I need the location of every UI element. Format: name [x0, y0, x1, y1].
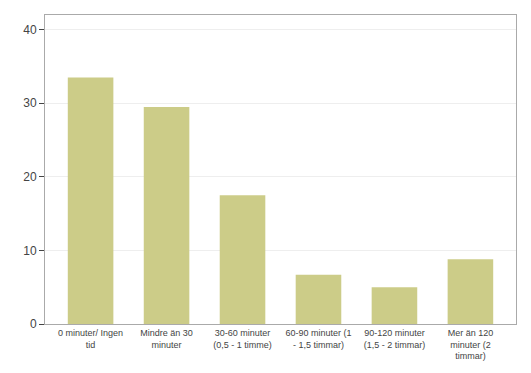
svg-text:90-120 minuter(1,5 - 2 timmar): 90-120 minuter(1,5 - 2 timmar) [364, 328, 426, 350]
svg-text:Mer än 120minuter (2timmar): Mer än 120minuter (2timmar) [448, 328, 494, 361]
svg-text:0: 0 [30, 317, 37, 331]
svg-text:40: 40 [23, 23, 37, 37]
svg-text:30: 30 [23, 96, 37, 110]
svg-text:30-60 minuter(0,5 - 1 timme): 30-60 minuter(0,5 - 1 timme) [213, 328, 272, 350]
svg-text:0 minuter/ Ingentid: 0 minuter/ Ingentid [58, 328, 123, 350]
svg-text:60-90 minuter (1- 1,5 timmar): 60-90 minuter (1- 1,5 timmar) [285, 328, 351, 350]
svg-text:10: 10 [23, 244, 37, 258]
svg-text:Mindre än 30minuter: Mindre än 30minuter [140, 328, 193, 350]
svg-text:20: 20 [23, 170, 37, 184]
